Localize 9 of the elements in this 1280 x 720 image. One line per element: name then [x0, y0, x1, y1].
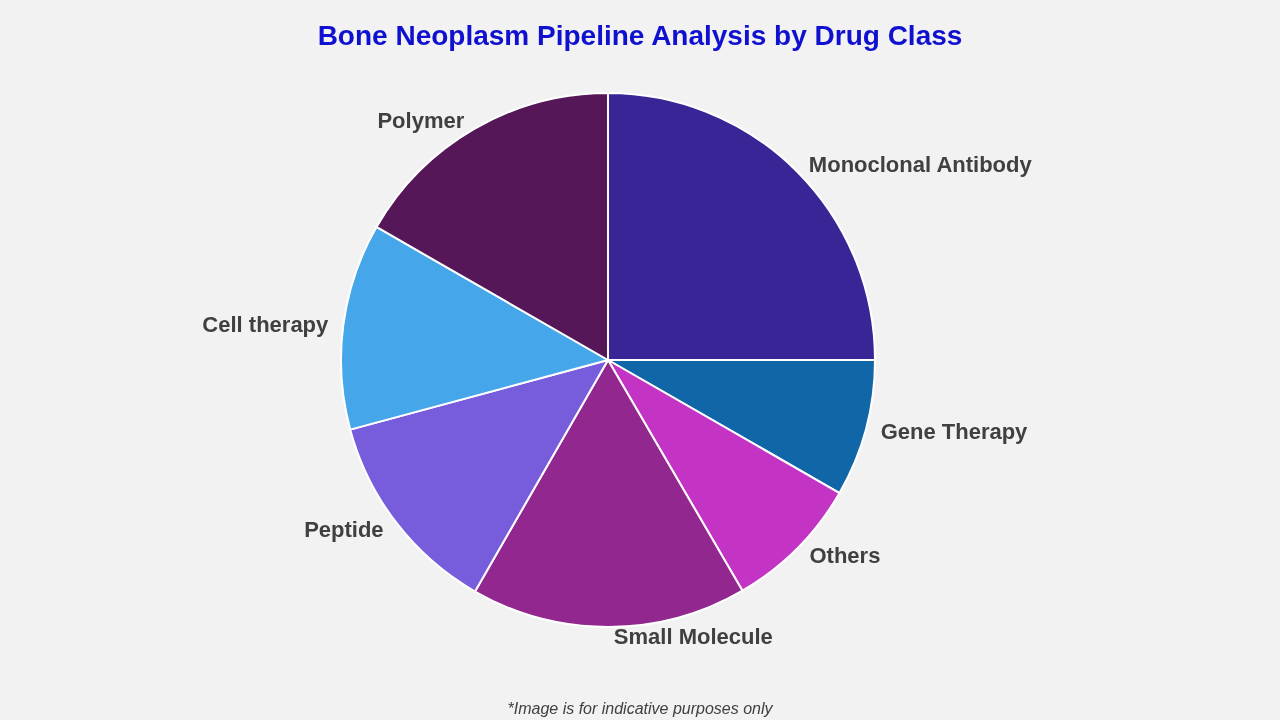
chart-title: Bone Neoplasm Pipeline Analysis by Drug Class: [317, 19, 963, 51]
slice-label: Monoclonal Antibody: [808, 151, 1033, 177]
text: *Image is for indicative purposes only: [507, 699, 774, 717]
slice-label: Gene Therapy: [880, 418, 1029, 444]
slice-label: Small Molecule: [613, 624, 773, 650]
slice-label: Polymer: [377, 107, 465, 133]
slice-label: Others: [809, 542, 881, 568]
slice-label: Cell therapy: [202, 311, 330, 337]
slice-label: Peptide: [304, 516, 384, 542]
